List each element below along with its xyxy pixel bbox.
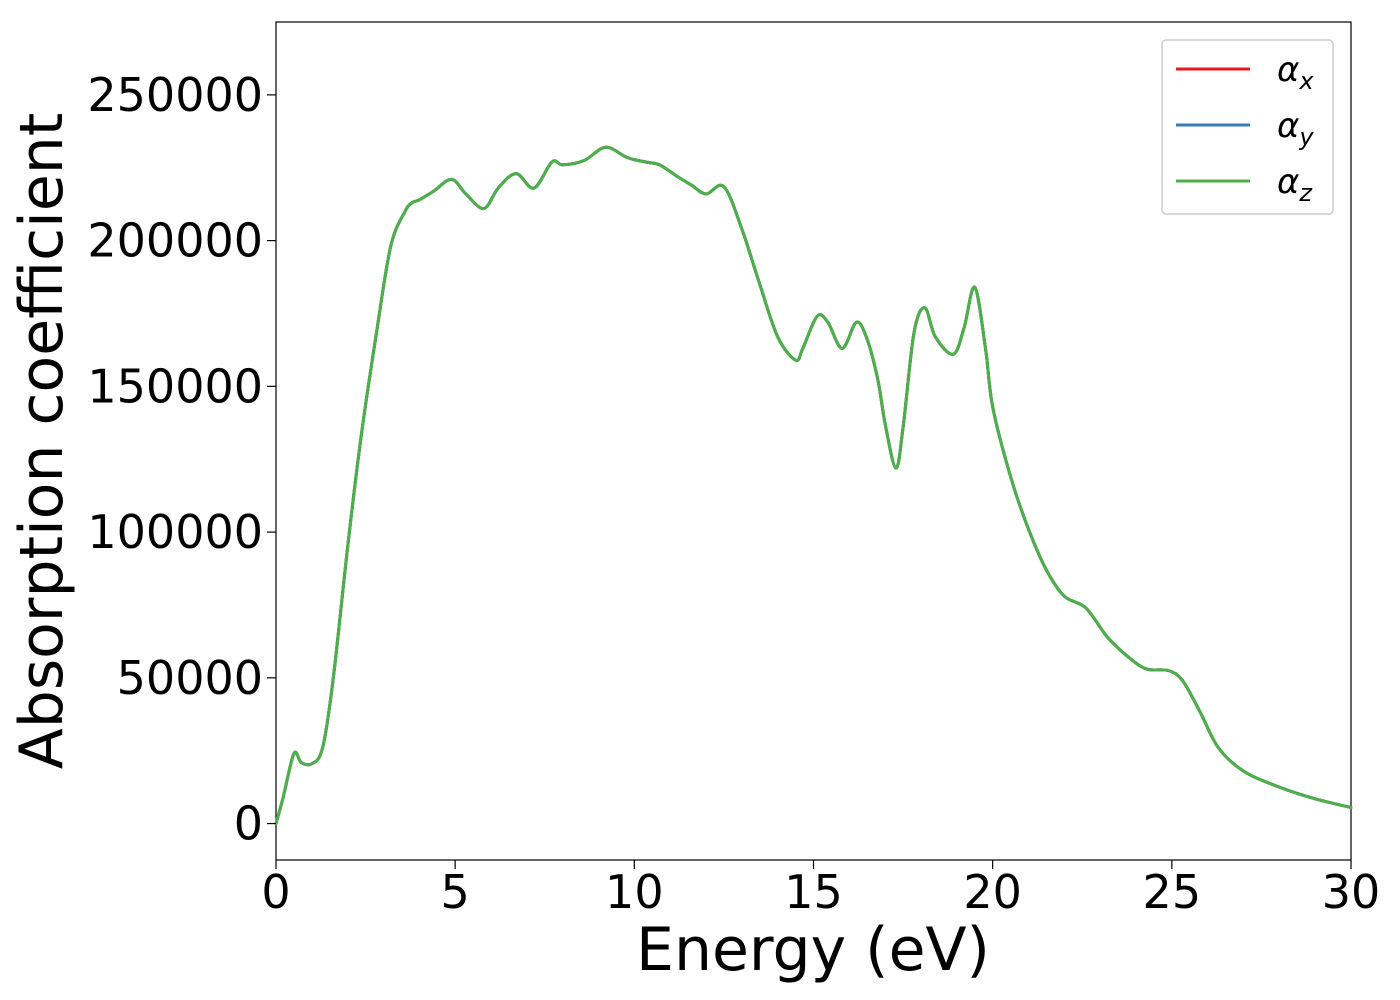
x-tick-label: 25 xyxy=(1143,865,1202,919)
legend-label: αx xyxy=(1277,50,1314,95)
legend-box xyxy=(1161,39,1334,215)
x-axis-title: Energy (eV) xyxy=(636,915,990,985)
legend-label: αy xyxy=(1277,106,1314,151)
x-tick-label: 30 xyxy=(1322,865,1381,919)
legend-label: αz xyxy=(1277,162,1313,207)
y-axis-title: Absorption coefficient xyxy=(7,113,77,770)
x-tick-label: 15 xyxy=(784,865,843,919)
x-tick-label: 20 xyxy=(963,865,1022,919)
x-tick-label: 0 xyxy=(261,865,290,919)
x-tick-label: 10 xyxy=(605,865,664,919)
y-tick-label: 50000 xyxy=(117,651,263,705)
y-tick-label: 250000 xyxy=(87,68,263,122)
x-tick-label: 5 xyxy=(441,865,470,919)
series-line-alpha-x xyxy=(274,145,1353,826)
legend: αx αy αz xyxy=(1161,39,1334,215)
x-axis-ticks: 0 5 10 15 20 25 30 xyxy=(261,860,1380,919)
y-axis-ticks: 0 50000 100000 150000 200000 250000 xyxy=(87,68,276,851)
legend-items: αx αy αz xyxy=(1176,50,1314,207)
y-tick-label: 100000 xyxy=(87,505,263,559)
y-tick-label: 200000 xyxy=(87,214,263,268)
series-layer xyxy=(274,145,1353,826)
y-tick-label: 150000 xyxy=(87,359,263,413)
series-line-alpha-y xyxy=(274,145,1353,826)
series-line-alpha-z xyxy=(274,145,1353,826)
y-tick-label: 0 xyxy=(234,797,263,851)
